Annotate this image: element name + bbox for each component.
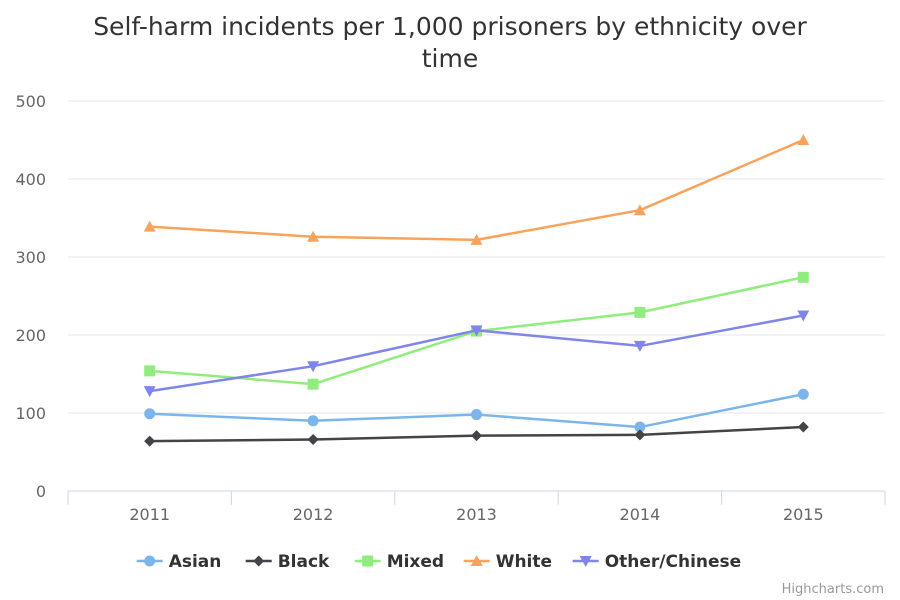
legend-item-asian[interactable]: Asian — [136, 552, 222, 572]
x-tick-label-2014: 2014 — [620, 505, 661, 524]
x-tick-label-2012: 2012 — [293, 505, 334, 524]
data-point-mixed-2012[interactable] — [307, 378, 319, 390]
legend-symbol-mixed — [362, 555, 374, 567]
y-tick-label-500: 500 — [15, 92, 46, 111]
series-white[interactable] — [143, 134, 810, 245]
legend-label-mixed: Mixed — [387, 552, 444, 572]
legend-label-asian: Asian — [169, 552, 222, 572]
x-tick-label-2011: 2011 — [129, 505, 170, 524]
series-asian[interactable] — [144, 388, 809, 433]
data-point-black-2015[interactable] — [797, 421, 809, 433]
chart-title-line-2: time — [422, 44, 478, 73]
legend-label-black: Black — [278, 552, 330, 572]
legend-symbol-black — [253, 555, 265, 567]
data-point-asian-2012[interactable] — [307, 415, 319, 427]
x-tick-label-2015: 2015 — [783, 505, 824, 524]
y-tick-label-100: 100 — [15, 404, 46, 423]
data-point-mixed-2014[interactable] — [634, 306, 646, 318]
data-point-other-chinese-2014[interactable] — [633, 340, 646, 352]
legend-item-other-chinese[interactable]: Other/Chinese — [572, 552, 742, 572]
data-point-asian-2011[interactable] — [144, 408, 156, 420]
data-point-other-chinese-2015[interactable] — [797, 310, 810, 322]
legend-symbol-other-chinese — [579, 556, 592, 567]
series-black[interactable] — [144, 421, 809, 447]
legend-item-black[interactable]: Black — [245, 552, 330, 572]
data-point-other-chinese-2013[interactable] — [470, 325, 483, 337]
y-tick-label-0: 0 — [36, 482, 46, 501]
data-point-white-2011[interactable] — [143, 220, 156, 232]
data-point-mixed-2015[interactable] — [797, 271, 809, 283]
data-point-white-2013[interactable] — [470, 233, 483, 245]
legend[interactable]: Asian Black Mixed White Other/Chinese — [136, 552, 742, 572]
axes: 0 100 200 300 400 500 2011 2012 2013 2014 2015 — [15, 92, 886, 524]
series-other-chinese[interactable] — [143, 310, 810, 398]
legend-item-mixed[interactable]: Mixed — [354, 552, 444, 572]
data-point-other-chinese-2012[interactable] — [307, 361, 320, 373]
data-point-asian-2014[interactable] — [634, 421, 646, 433]
series-group — [143, 134, 810, 447]
y-tick-label-300: 300 — [15, 248, 46, 267]
data-point-black-2012[interactable] — [307, 434, 319, 446]
legend-label-white: White — [496, 552, 552, 572]
data-point-black-2011[interactable] — [144, 435, 156, 447]
y-tick-label-400: 400 — [15, 170, 46, 189]
grid-lines — [68, 100, 885, 414]
data-point-asian-2015[interactable] — [797, 388, 809, 400]
data-point-white-2014[interactable] — [633, 204, 646, 216]
legend-label-other-chinese: Other/Chinese — [605, 552, 742, 572]
credits-link[interactable]: Highcharts.com — [782, 582, 884, 597]
data-point-black-2013[interactable] — [471, 430, 482, 442]
chart-title-line-1: Self-harm incidents per 1,000 prisoners … — [93, 12, 807, 41]
series-line-white[interactable] — [148, 138, 805, 242]
data-point-white-2015[interactable] — [797, 134, 810, 145]
data-point-asian-2013[interactable] — [471, 409, 482, 421]
data-point-other-chinese-2011[interactable] — [143, 386, 156, 398]
x-tick-label-2013: 2013 — [456, 505, 497, 524]
data-point-mixed-2011[interactable] — [144, 365, 156, 377]
legend-item-white[interactable]: White — [463, 552, 552, 572]
legend-symbol-white — [470, 555, 483, 566]
y-tick-label-200: 200 — [15, 326, 46, 345]
legend-symbol-asian — [144, 555, 156, 567]
data-point-black-2014[interactable] — [634, 429, 646, 441]
data-point-white-2012[interactable] — [307, 230, 320, 242]
